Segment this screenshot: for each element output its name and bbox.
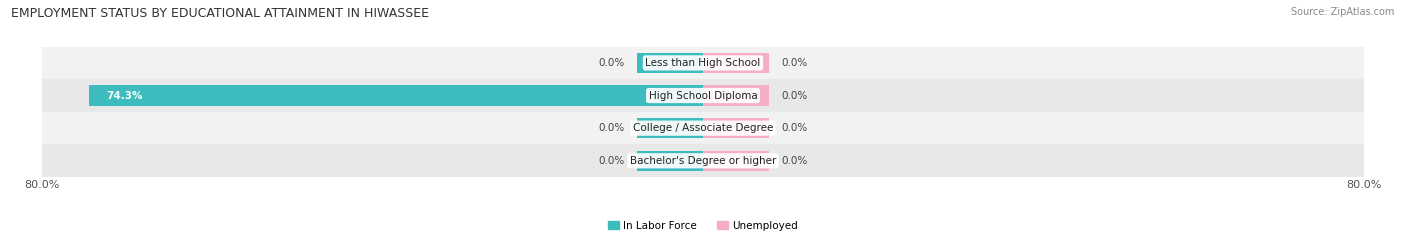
Bar (703, 118, 769, 138)
Text: 74.3%: 74.3% (105, 91, 142, 100)
Bar (637, 118, 703, 138)
Text: 0.0%: 0.0% (599, 156, 624, 166)
Text: 0.0%: 0.0% (782, 123, 807, 133)
Bar (637, 53, 703, 73)
Bar (637, 151, 703, 171)
Bar (703, 86, 769, 106)
Bar (703, 151, 769, 171)
Text: Source: ZipAtlas.com: Source: ZipAtlas.com (1291, 7, 1395, 17)
Text: High School Diploma: High School Diploma (648, 91, 758, 100)
Text: 0.0%: 0.0% (599, 58, 624, 68)
Text: Less than High School: Less than High School (645, 58, 761, 68)
Text: College / Associate Degree: College / Associate Degree (633, 123, 773, 133)
Bar (42, 47, 1364, 79)
Bar (42, 112, 1364, 144)
Bar (89, 86, 703, 106)
Text: 0.0%: 0.0% (599, 123, 624, 133)
Text: 0.0%: 0.0% (782, 91, 807, 100)
Legend: In Labor Force, Unemployed: In Labor Force, Unemployed (609, 221, 797, 231)
Text: 0.0%: 0.0% (782, 156, 807, 166)
Bar (42, 144, 1364, 177)
Text: 0.0%: 0.0% (782, 58, 807, 68)
Text: Bachelor's Degree or higher: Bachelor's Degree or higher (630, 156, 776, 166)
Bar (42, 79, 1364, 112)
Bar (703, 53, 769, 73)
Text: EMPLOYMENT STATUS BY EDUCATIONAL ATTAINMENT IN HIWASSEE: EMPLOYMENT STATUS BY EDUCATIONAL ATTAINM… (11, 7, 429, 20)
